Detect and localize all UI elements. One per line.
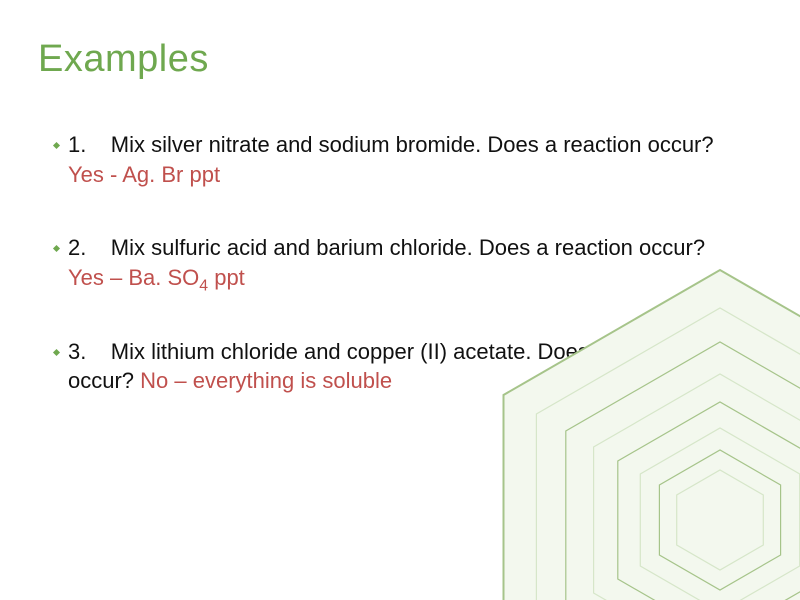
item-answer-detail: everything is soluble: [193, 368, 392, 393]
slide-title: Examples: [38, 38, 209, 81]
example-item-1: 1. Mix silver nitrate and sodium bromide…: [58, 130, 718, 189]
item-answer-yesno: Yes: [68, 265, 104, 290]
item-number: 1.: [68, 132, 111, 157]
example-item-2: 2. Mix sulfuric acid and barium chloride…: [58, 233, 718, 292]
item-answer-yesno: No: [140, 368, 168, 393]
item-answer-detail: Ba. SO4 ppt: [128, 265, 244, 290]
item-answer-separator: –: [104, 265, 128, 290]
item-answer-detail: Ag. Br ppt: [122, 162, 220, 187]
example-item-3: 3. Mix lithium chloride and copper (II) …: [58, 337, 718, 396]
item-question: Mix silver nitrate and sodium bromide. D…: [111, 132, 714, 157]
item-question: Mix sulfuric acid and barium chloride. D…: [111, 235, 705, 260]
item-number: 3.: [68, 339, 111, 364]
item-answer-separator: –: [168, 368, 192, 393]
slide: Examples 1. Mix silver nitrate and sodiu…: [0, 0, 800, 600]
item-number: 2.: [68, 235, 111, 260]
item-answer-yesno: Yes: [68, 162, 104, 187]
example-list: 1. Mix silver nitrate and sodium bromide…: [58, 130, 718, 440]
item-answer-separator: -: [104, 162, 122, 187]
